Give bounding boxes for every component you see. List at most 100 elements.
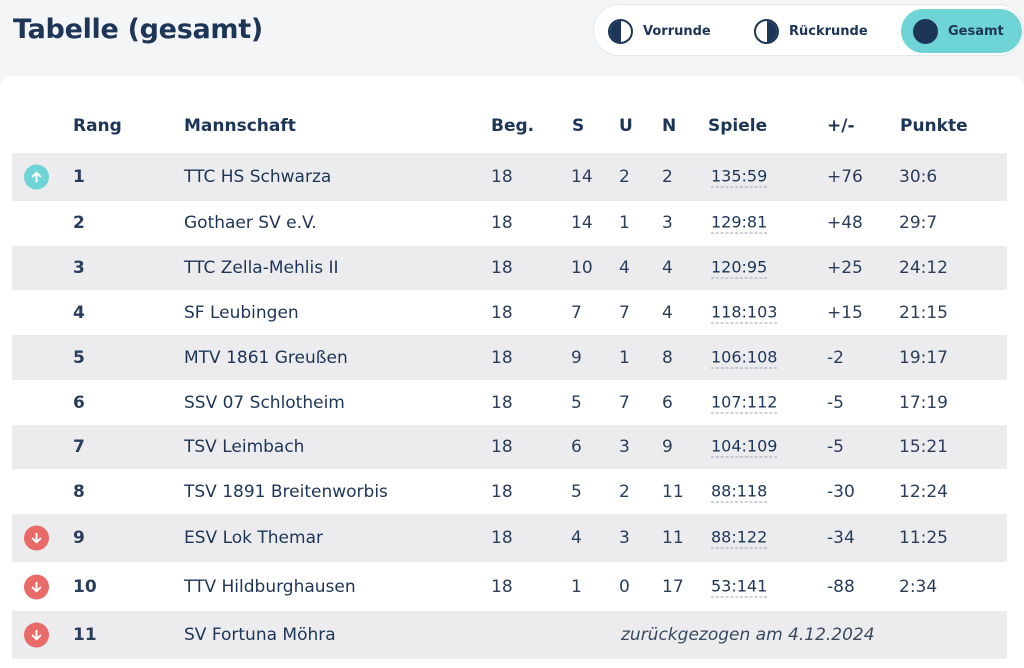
cell-diff: +25 [827,258,863,278]
cell-diff: -5 [827,392,844,413]
cell-team[interactable]: SV Fortuna Möhra [184,625,336,645]
cell-team[interactable]: SSV 07 Schlotheim [184,392,345,413]
cell-team[interactable]: TTC Zella-Mehlis II [184,258,339,278]
cell-won: 14 [571,213,593,233]
cell-games[interactable]: 88:118 [711,481,768,502]
cell-points: 11:25 [899,528,948,548]
header-lost[interactable]: N [662,116,677,136]
cell-team[interactable]: ESV Lok Themar [184,528,323,548]
cell-rank: 8 [73,481,85,502]
cell-diff: -2 [827,347,844,368]
cell-points: 15:21 [899,437,948,457]
cell-games[interactable]: 107:112 [711,392,778,413]
cell-lost: 2 [662,167,673,187]
cell-team[interactable]: TSV Leimbach [184,437,305,457]
table-row[interactable]: 3 TTC Zella-Mehlis II 18 10 4 4 120:95 +25 24:12 [12,246,1007,290]
cell-games[interactable]: 118:103 [711,302,778,323]
segment-rueckrunde-label: Rückrunde [789,23,868,39]
cell-diff: +48 [827,213,863,233]
cell-games[interactable]: 53:141 [711,576,768,597]
segment-vorrunde[interactable]: Vorrunde [608,9,736,53]
cell-lost: 17 [662,576,684,597]
cell-played: 18 [491,302,513,323]
view-segmented-control: Vorrunde Rückrunde Gesamt [593,4,1024,56]
cell-played: 18 [491,481,513,502]
cell-played: 18 [491,392,513,413]
table-row[interactable]: 4 SF Leubingen 18 7 7 4 118:103 +15 21:15 [12,290,1007,335]
cell-draw: 2 [619,481,630,502]
table-row[interactable]: 1 TTC HS Schwarza 18 14 2 2 135:59 +76 30:6 [12,153,1007,201]
cell-points: 2:34 [899,576,938,597]
cell-team[interactable]: TTC HS Schwarza [184,167,332,187]
cell-rank: 2 [73,213,85,233]
cell-won: 5 [571,481,582,502]
cell-draw: 7 [619,392,630,413]
cell-lost: 4 [662,302,673,323]
cell-won: 14 [571,167,593,187]
cell-games[interactable]: 104:109 [711,436,778,458]
cell-team[interactable]: MTV 1861 Greußen [184,347,348,368]
cell-won: 1 [571,576,582,597]
cell-won: 9 [571,347,582,368]
header-games[interactable]: Spiele [708,116,768,136]
cell-draw: 3 [619,437,630,457]
cell-rank: 6 [73,392,85,413]
cell-rank: 1 [73,167,85,187]
cell-draw: 3 [619,528,630,548]
header-diff[interactable]: +/- [827,116,855,136]
table-row[interactable]: 11 SV Fortuna Möhra zurückgezogen am 4.12.… [12,611,1007,659]
cell-lost: 8 [662,347,673,368]
cell-games[interactable]: 88:122 [711,527,768,549]
page-title: Tabelle (gesamt) [13,14,263,45]
cell-team[interactable]: TTV Hildburghausen [184,576,356,597]
arrow-up-icon [24,164,49,190]
cell-won: 5 [571,392,582,413]
segment-rueckrunde[interactable]: Rückrunde [754,9,884,53]
table-row[interactable]: 8 TSV 1891 Breitenworbis 18 5 2 11 88:118 -30 12… [12,469,1007,514]
cell-points: 29:7 [899,213,938,233]
cell-diff: -88 [827,576,855,597]
table-row[interactable]: 5 MTV 1861 Greußen 18 9 1 8 106:108 -2 19:17 [12,335,1007,380]
cell-played: 18 [491,347,513,368]
table-row[interactable]: 10 TTV Hildburghausen 18 1 0 17 53:141 -88 2:34 [12,562,1007,611]
header-rank[interactable]: Rang [73,116,122,136]
cell-rank: 11 [73,625,97,645]
table-row[interactable]: 2 Gothaer SV e.V. 18 14 1 3 129:81 +48 29:7 [12,201,1007,245]
cell-team[interactable]: SF Leubingen [184,302,299,323]
cell-points: 24:12 [899,258,948,278]
cell-draw: 7 [619,302,630,323]
cell-points: 12:24 [899,481,948,502]
table-row[interactable]: 7 TSV Leimbach 18 6 3 9 104:109 -5 15:21 [12,425,1007,469]
cell-games[interactable]: 129:81 [711,212,768,234]
cell-team[interactable]: Gothaer SV e.V. [184,213,317,233]
cell-draw: 1 [619,347,630,368]
cell-diff: -34 [827,528,855,548]
cell-diff: -30 [827,481,855,502]
cell-lost: 4 [662,258,673,278]
cell-games[interactable]: 106:108 [711,347,778,368]
cell-won: 4 [571,528,582,548]
cell-rank: 7 [73,437,85,457]
cell-points: 17:19 [899,392,948,413]
cell-played: 18 [491,167,513,187]
header-team[interactable]: Mannschaft [184,116,296,136]
header-played[interactable]: Beg. [491,116,535,136]
cell-draw: 1 [619,213,630,233]
cell-played: 18 [491,258,513,278]
cell-games[interactable]: 120:95 [711,257,768,279]
cell-team[interactable]: TSV 1891 Breitenworbis [184,481,388,502]
cell-withdrawn-note: zurückgezogen am 4.12.2024 [621,625,875,645]
arrow-down-icon [24,574,49,599]
header-won[interactable]: S [572,116,585,136]
cell-won: 10 [571,258,593,278]
cell-played: 18 [491,528,513,548]
table-row[interactable]: 9 ESV Lok Themar 18 4 3 11 88:122 -34 11:25 [12,514,1007,562]
cell-games[interactable]: 135:59 [711,166,768,188]
header-points[interactable]: Punkte [900,116,968,136]
header-draw[interactable]: U [619,116,633,136]
table-row[interactable]: 6 SSV 07 Schlotheim 18 5 7 6 107:112 -5 17:19 [12,380,1007,425]
cell-draw: 2 [619,167,630,187]
segment-gesamt[interactable]: Gesamt [901,9,1022,53]
cell-draw: 4 [619,258,630,278]
arrow-down-icon [24,622,49,648]
